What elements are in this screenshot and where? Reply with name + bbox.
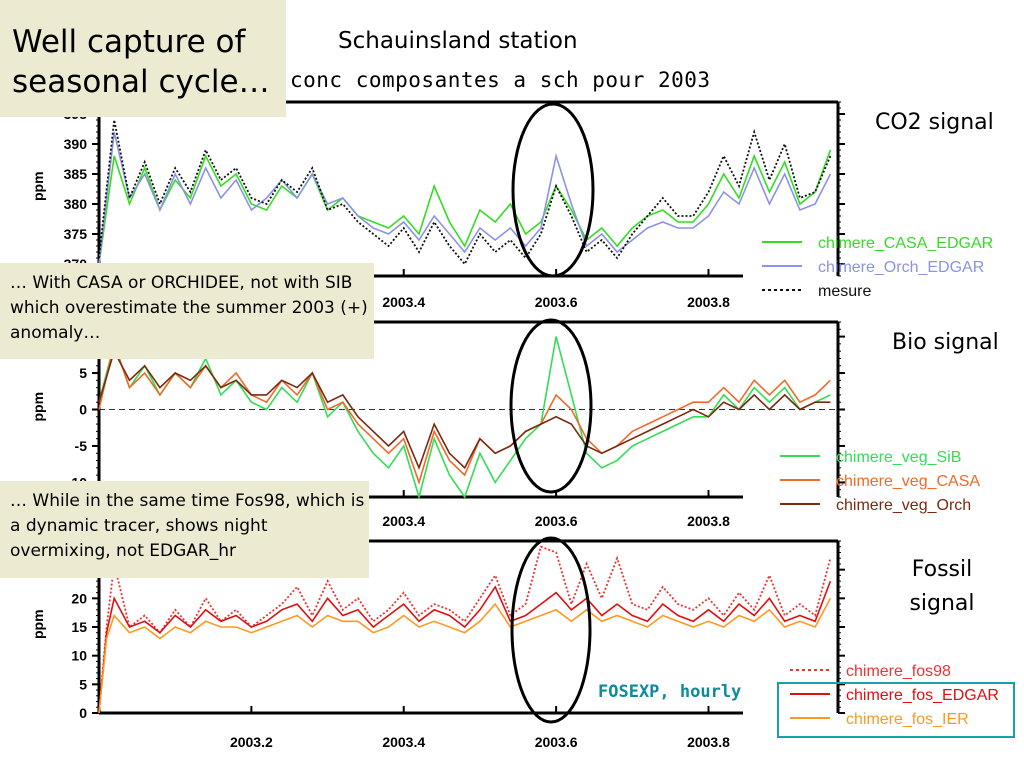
legend-label: mesure bbox=[818, 283, 871, 300]
y-tick-label: 385 bbox=[64, 166, 88, 182]
legend-label: chimere_fos_EDGAR bbox=[846, 687, 999, 704]
series-line-mesure bbox=[98, 119, 832, 266]
y-tick-label: 380 bbox=[64, 196, 88, 212]
y-tick-label: 0 bbox=[79, 402, 87, 418]
y-tick-label: 10 bbox=[71, 648, 87, 664]
y-axis-label: ppm bbox=[30, 609, 46, 639]
series-line-chimere_veg_SiB bbox=[98, 336, 831, 500]
y-tick-label: 0 bbox=[79, 705, 87, 721]
fossil-signal-label: Fossil signal bbox=[909, 557, 975, 616]
x-tick-label: 2003.8 bbox=[687, 734, 730, 750]
legend-label: chimere_fos_IER bbox=[846, 711, 969, 728]
series-line-chimere_Orch_EDGAR bbox=[98, 131, 832, 265]
fossil-legend-frame bbox=[777, 682, 1015, 738]
x-tick-label: 2003.2 bbox=[230, 734, 273, 750]
x-tick-label: 2003.4 bbox=[382, 734, 425, 750]
x-tick-label: 2003.6 bbox=[535, 734, 578, 750]
legend-label: chimere_Orch_EDGAR bbox=[818, 259, 984, 276]
y-tick-label: -5 bbox=[75, 438, 88, 454]
y-tick-label: 15 bbox=[71, 619, 87, 635]
highlight-ellipse bbox=[510, 536, 592, 724]
series-line-chimere_CASA_EDGAR bbox=[98, 149, 832, 265]
y-tick-label: 390 bbox=[64, 136, 88, 152]
legend-label: chimere_fos98 bbox=[846, 663, 951, 680]
series-line-chimere_fos_IER bbox=[98, 597, 832, 714]
fosexp-label: FOSEXP, hourly bbox=[598, 682, 742, 702]
x-tick-label: 2003.4 bbox=[382, 294, 425, 310]
series-line-chimere_veg_Orch bbox=[98, 349, 831, 471]
bio-signal-label: Bio signal bbox=[892, 330, 999, 355]
y-tick-label: 5 bbox=[79, 365, 87, 381]
y-axis-label: ppm bbox=[30, 171, 46, 201]
y-axis-label: ppm bbox=[30, 392, 46, 422]
legend-label: chimere_veg_CASA bbox=[836, 473, 980, 490]
slide-title: Well capture of seasonal cycle… bbox=[0, 0, 286, 117]
series-line-chimere_fos98 bbox=[98, 545, 832, 714]
station-title: Schauinsland station bbox=[338, 28, 578, 54]
x-tick-label: 2003.6 bbox=[535, 513, 578, 529]
x-tick-label: 2003.6 bbox=[535, 294, 578, 310]
x-tick-label: 2003.4 bbox=[382, 513, 425, 529]
note-fos98: … While in the same time Fos98, which is… bbox=[0, 481, 369, 578]
highlight-ellipse bbox=[509, 318, 593, 494]
legend-label: chimere_CASA_EDGAR bbox=[818, 235, 993, 252]
highlight-ellipse bbox=[511, 102, 595, 278]
legend-label: chimere_veg_SiB bbox=[836, 449, 961, 466]
note-casa-orchidee: … With CASA or ORCHIDEE, not with SIB wh… bbox=[0, 263, 374, 359]
legend-label: chimere_veg_Orch bbox=[836, 497, 971, 514]
y-tick-label: 5 bbox=[79, 676, 87, 692]
y-tick-label: 20 bbox=[71, 590, 87, 606]
plot-title: conc composantes a sch pour 2003 bbox=[290, 68, 711, 92]
co2-signal-label: CO2 signal bbox=[875, 110, 994, 135]
x-tick-label: 2003.8 bbox=[687, 294, 730, 310]
series-line-chimere_fos_EDGAR bbox=[98, 580, 832, 714]
x-tick-label: 2003.8 bbox=[687, 513, 730, 529]
y-tick-label: 375 bbox=[64, 226, 88, 242]
